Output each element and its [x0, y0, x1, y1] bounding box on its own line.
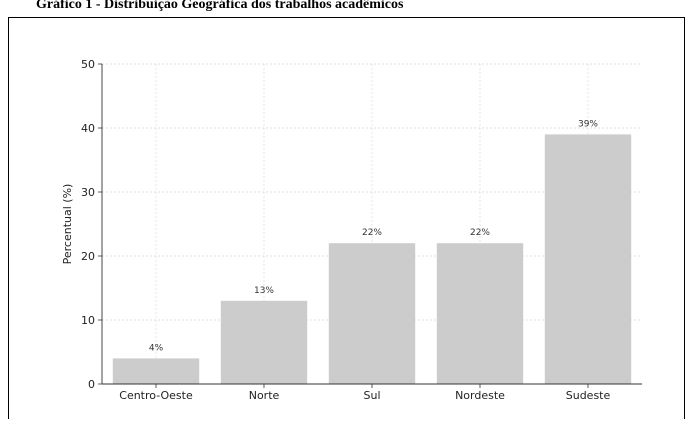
data-label: 13% — [254, 286, 274, 296]
data-label: 22% — [362, 228, 382, 238]
y-tick-label: 0 — [88, 378, 95, 391]
y-tick-label: 40 — [81, 122, 95, 135]
data-labels: 4% 13% 22% 22% 39% — [149, 119, 599, 353]
y-tick-label: 20 — [81, 250, 95, 263]
x-tick-label: Sudeste — [566, 389, 611, 402]
y-axis-label: Percentual (%) — [61, 184, 74, 265]
x-tick-label: Nordeste — [455, 389, 505, 402]
x-tick-label: Norte — [249, 389, 280, 402]
bar-sul — [328, 243, 416, 384]
bar-centro-oeste — [112, 358, 200, 384]
y-tick-label: 10 — [81, 314, 95, 327]
axes — [98, 63, 642, 388]
bar-chart: 0 10 20 30 40 50 Centro-Oeste Norte Sul Nordeste S… — [61, 58, 642, 402]
data-label: 4% — [149, 343, 164, 353]
chart-frame: 0 10 20 30 40 50 Centro-Oeste Norte Sul Nordeste S… — [8, 17, 685, 419]
bar-sudeste — [544, 134, 632, 384]
grid-lines — [102, 63, 642, 385]
bar-norte — [220, 300, 308, 384]
x-tick-label: Sul — [363, 389, 380, 402]
x-tick-label: Centro-Oeste — [119, 389, 193, 402]
bar-nordeste — [436, 243, 524, 384]
chart-caption: Gráfico 1 - Distribuição Geográfica dos … — [36, 0, 404, 12]
y-tick-label: 30 — [81, 186, 95, 199]
y-tick-label: 50 — [81, 58, 95, 71]
bars — [112, 134, 632, 384]
data-label: 22% — [470, 228, 490, 238]
data-label: 39% — [578, 119, 598, 129]
tick-labels: 0 10 20 30 40 50 Centro-Oeste Norte Sul Nordeste S… — [81, 58, 610, 402]
